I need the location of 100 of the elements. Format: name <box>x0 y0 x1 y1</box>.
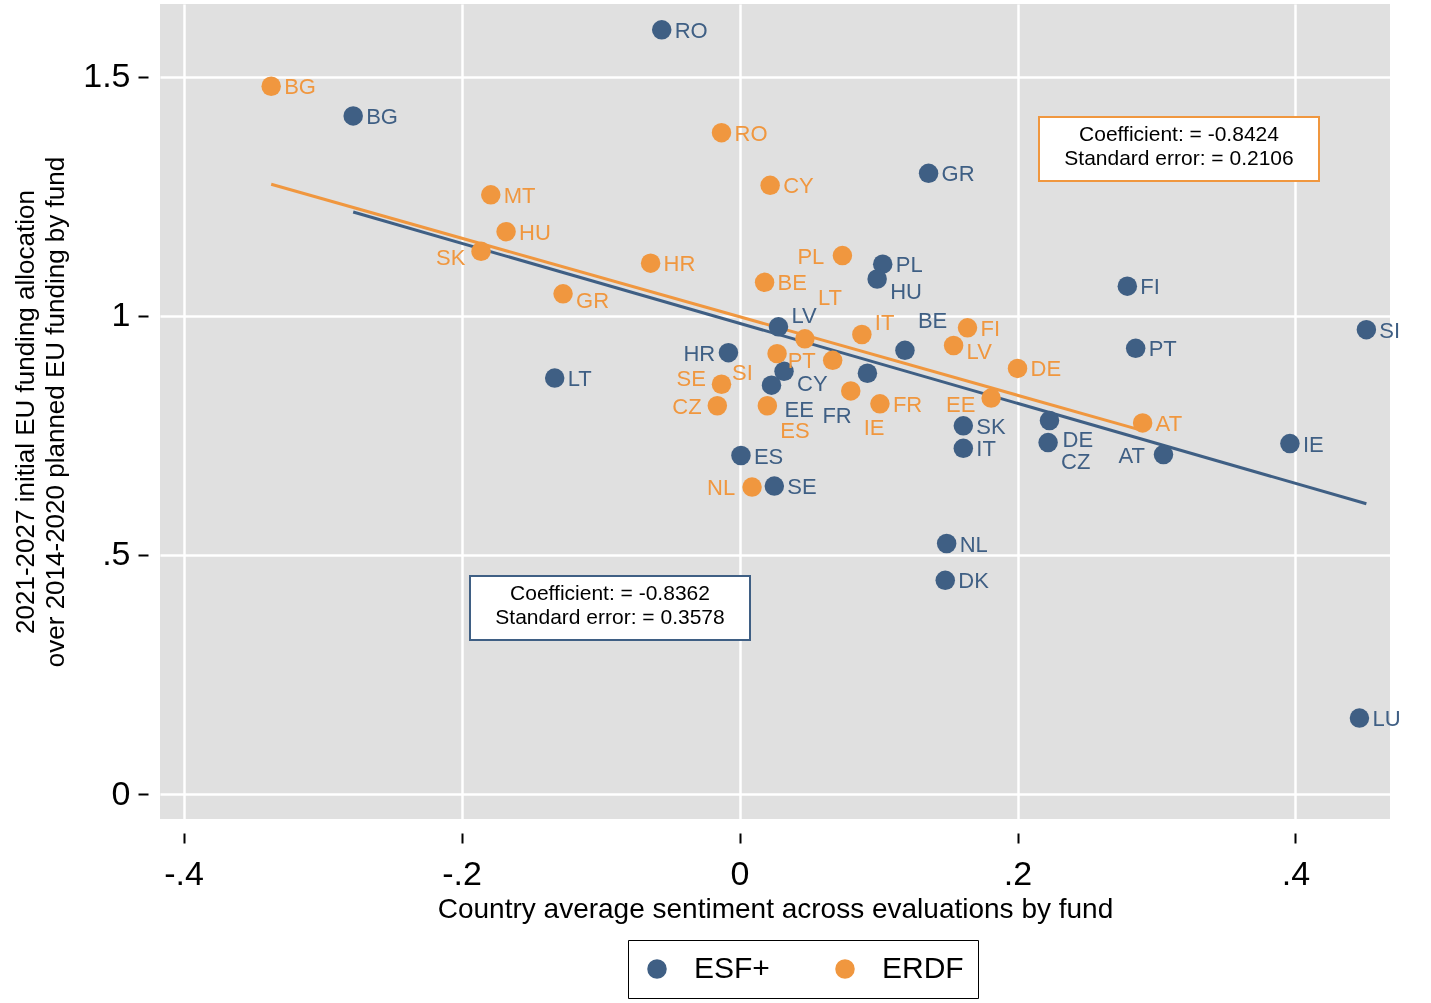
point <box>935 570 955 591</box>
point <box>1038 432 1058 453</box>
data-label: PL <box>797 243 825 269</box>
x-tick-label: -.4 <box>164 853 204 892</box>
data-label: LU <box>1372 706 1401 732</box>
data-label: HR <box>683 340 716 366</box>
point <box>857 363 878 383</box>
data-label: CZ <box>672 393 702 419</box>
point <box>764 476 785 496</box>
data-label: SE <box>787 474 817 500</box>
data-label: GR <box>941 161 975 187</box>
point <box>795 329 815 349</box>
data-label: IT <box>976 436 996 462</box>
point <box>711 374 732 394</box>
point <box>651 20 672 40</box>
y-tick-label: 1 <box>111 295 131 334</box>
data-label: RO <box>674 17 708 43</box>
x-tick-label: .4 <box>1281 853 1311 892</box>
data-label: AT <box>1118 442 1145 468</box>
point <box>757 396 778 416</box>
data-label: HU <box>519 219 551 245</box>
y-axis-title: 2021-2027 initial EU funding allocation over 2014-2020 planned EU funding by fund <box>10 156 71 668</box>
point <box>1117 276 1138 296</box>
point <box>822 350 843 371</box>
y-tick-label: 0 <box>111 773 131 812</box>
x-tick-label: .2 <box>1003 853 1033 892</box>
data-label: NL <box>707 475 736 501</box>
point <box>343 106 363 126</box>
point <box>852 324 872 345</box>
data-label: BE <box>917 308 948 334</box>
y-tick-label: .5 <box>102 534 131 573</box>
x-axis-title: Country average sentiment across evaluations by fund <box>437 892 1114 924</box>
data-label: HR <box>663 251 696 277</box>
point <box>471 241 491 261</box>
point <box>936 533 957 554</box>
data-label: IE <box>863 414 885 440</box>
point <box>544 368 565 388</box>
data-label: FR <box>822 403 852 429</box>
data-label: AT <box>1155 410 1183 436</box>
data-label: BE <box>777 270 807 296</box>
point <box>1280 433 1300 454</box>
data-label: FI <box>980 315 1001 341</box>
point <box>742 477 762 497</box>
point <box>553 284 573 304</box>
data-label: PT <box>787 348 816 374</box>
data-label: SK <box>436 245 466 271</box>
point <box>1007 358 1028 379</box>
point <box>718 342 739 363</box>
data-label: DK <box>958 568 990 594</box>
point <box>1132 413 1153 433</box>
data-label: MT <box>503 182 536 208</box>
point <box>918 163 939 184</box>
legend-label: ERDF <box>882 951 964 984</box>
point <box>496 221 516 242</box>
data-label: IE <box>1302 431 1324 457</box>
x-tick-label: -.2 <box>442 853 482 892</box>
data-label: CY <box>783 173 815 199</box>
data-label: LV <box>966 339 993 365</box>
data-label: LT <box>567 366 592 392</box>
data-label: PL <box>895 252 923 278</box>
point <box>261 76 281 96</box>
point <box>481 185 501 205</box>
point <box>768 317 789 337</box>
point <box>640 253 661 273</box>
point <box>841 381 861 401</box>
data-label: EE <box>946 392 976 418</box>
data-label: LT <box>817 284 842 310</box>
point <box>760 175 780 195</box>
point <box>761 375 782 395</box>
data-label: FI <box>1140 274 1160 300</box>
data-label: DE <box>1030 356 1062 382</box>
data-label: SK <box>976 413 1006 439</box>
point <box>754 272 775 293</box>
data-label: ES <box>753 443 784 469</box>
point <box>1349 708 1370 728</box>
point <box>895 340 915 361</box>
point <box>953 416 974 436</box>
data-label: BG <box>366 103 398 129</box>
data-label: PT <box>1148 336 1177 362</box>
point <box>943 335 964 356</box>
data-label: LV <box>791 302 818 328</box>
data-label: NL <box>959 531 988 557</box>
point <box>1039 410 1060 431</box>
data-label: SI <box>732 359 753 385</box>
point <box>707 396 728 416</box>
x-tick-label: 0 <box>730 853 750 892</box>
data-label: HU <box>890 279 922 305</box>
point <box>867 269 887 289</box>
data-label: RO <box>734 120 768 146</box>
data-label: FR <box>892 391 923 417</box>
data-label: CY <box>797 371 828 397</box>
data-label: SI <box>1379 317 1401 343</box>
data-label: BG <box>284 74 316 100</box>
point <box>953 438 974 459</box>
point <box>1153 444 1174 465</box>
point <box>870 394 890 414</box>
annotation: Coefficient: = -0.8362 Standard error: = 0.3578 <box>495 581 725 628</box>
point <box>981 388 1001 408</box>
data-label: IT <box>874 310 895 336</box>
point <box>832 245 853 266</box>
